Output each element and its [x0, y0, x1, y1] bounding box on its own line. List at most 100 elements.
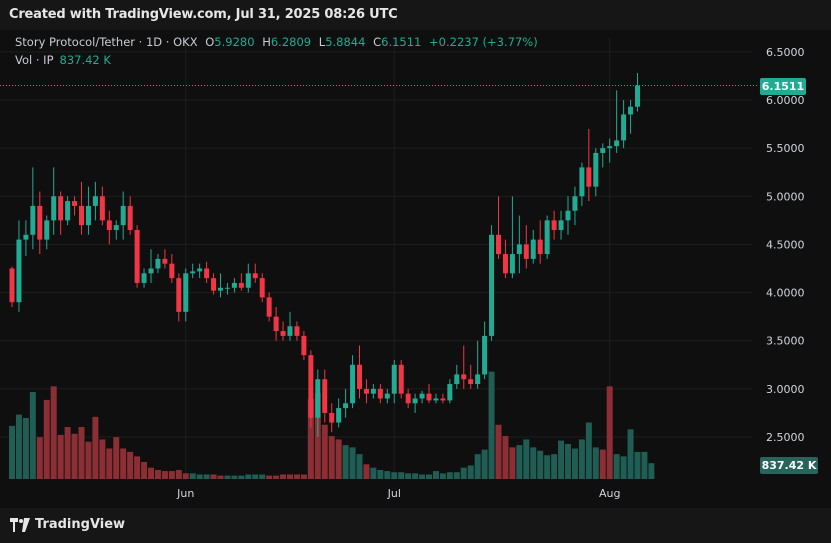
volume-bar: [141, 462, 148, 479]
volume-bar: [453, 472, 460, 479]
candle-body: [530, 239, 536, 259]
volume-value: 837.42 K: [59, 53, 111, 67]
candle-body: [628, 106, 634, 115]
candle-body: [600, 148, 606, 153]
candle-body: [176, 278, 182, 312]
candle: [343, 388, 349, 418]
candle: [454, 364, 460, 389]
volume-bar: [363, 464, 370, 479]
candle: [134, 225, 140, 288]
candle-body: [475, 374, 481, 385]
candle: [273, 307, 279, 341]
symbol-legend: Story Protocol/Tether · 1D · OKX O5.9280…: [15, 35, 538, 49]
candle-body: [9, 268, 15, 303]
candle-body: [141, 273, 147, 283]
volume-bar: [161, 471, 168, 479]
candle: [461, 345, 467, 389]
candle: [440, 393, 446, 404]
y-tick-label: 4.5000: [766, 238, 805, 251]
candle: [183, 268, 189, 322]
volume-bar: [189, 473, 196, 479]
volume-bar: [613, 454, 620, 479]
candle: [79, 181, 84, 235]
volume-bar: [405, 473, 412, 479]
volume-bar: [509, 447, 516, 479]
candle: [92, 181, 98, 221]
volume-bar: [370, 467, 377, 479]
candle: [614, 90, 620, 153]
y-tick-label: 5.0000: [766, 190, 805, 203]
candle: [600, 143, 606, 168]
candle: [593, 148, 599, 197]
volume-bars: [9, 371, 655, 479]
volume-bar: [412, 473, 419, 479]
candle-body: [162, 258, 168, 264]
candle-body: [391, 364, 397, 394]
volume-bar: [384, 471, 391, 479]
candle: [65, 196, 71, 226]
candle-body: [273, 316, 279, 332]
y-tick-label: 6.0000: [766, 94, 805, 107]
candle: [44, 215, 50, 250]
candle: [72, 196, 78, 216]
candle: [252, 263, 258, 283]
volume-bar: [426, 474, 432, 479]
candle: [204, 261, 210, 283]
candlestick-chart[interactable]: 6.5000 6.0000 5.5000 5.0000 4.5000 4.0000 3.50…: [0, 30, 831, 508]
candle: [120, 191, 126, 240]
low-label: L: [318, 35, 326, 49]
candle-body: [127, 205, 133, 230]
candle: [384, 388, 390, 404]
tradingview-logo[interactable]: TradingView: [10, 517, 125, 532]
candle-body: [315, 379, 321, 418]
volume-bar: [175, 469, 182, 479]
volume-bar: [224, 475, 231, 479]
candle: [350, 355, 356, 409]
symbol-title[interactable]: Story Protocol/Tether · 1D · OKX: [15, 35, 198, 49]
volume-label[interactable]: Vol · IP: [15, 53, 54, 67]
volume-bar: [252, 474, 259, 479]
candle: [127, 196, 133, 235]
top-bar: Created with TradingView.com, Jul 31, 20…: [0, 0, 831, 30]
candle: [238, 273, 244, 291]
candle: [509, 196, 515, 279]
candle: [475, 340, 481, 389]
candle: [280, 321, 286, 341]
candle: [176, 273, 182, 322]
volume-bar: [488, 371, 495, 479]
candle-body: [308, 355, 314, 418]
volume-bar: [578, 439, 585, 479]
x-tick-label: Jun: [176, 487, 194, 500]
created-with-text: Created with TradingView.com, Jul 31, 20…: [9, 7, 398, 22]
volume-bar: [210, 474, 217, 479]
candle: [412, 393, 418, 413]
candle: [558, 210, 564, 240]
candle-body: [85, 205, 91, 226]
candle: [190, 263, 196, 279]
candle-body: [92, 196, 98, 206]
candle-body: [204, 268, 210, 279]
volume-bar: [627, 429, 634, 479]
candle: [315, 369, 321, 437]
candle: [30, 167, 36, 250]
volume-bar: [641, 451, 648, 479]
candle-body: [419, 393, 425, 399]
candle-body: [224, 287, 230, 289]
volume-bar: [558, 440, 565, 479]
volume-bar: [120, 448, 127, 479]
volume-bar: [64, 427, 71, 479]
candle-body: [544, 220, 550, 255]
candle-body: [621, 114, 627, 141]
candle: [579, 162, 585, 206]
x-tick-label: Aug: [599, 487, 620, 500]
candle-body: [37, 205, 43, 240]
candle-body: [502, 254, 508, 274]
candle-body: [120, 205, 126, 226]
volume-bar: [127, 451, 134, 479]
candle-body: [593, 152, 599, 187]
candle: [530, 229, 536, 264]
candle: [572, 186, 578, 226]
volume-bar: [467, 465, 474, 479]
candle-body: [294, 326, 300, 336]
candle-body: [231, 282, 237, 288]
